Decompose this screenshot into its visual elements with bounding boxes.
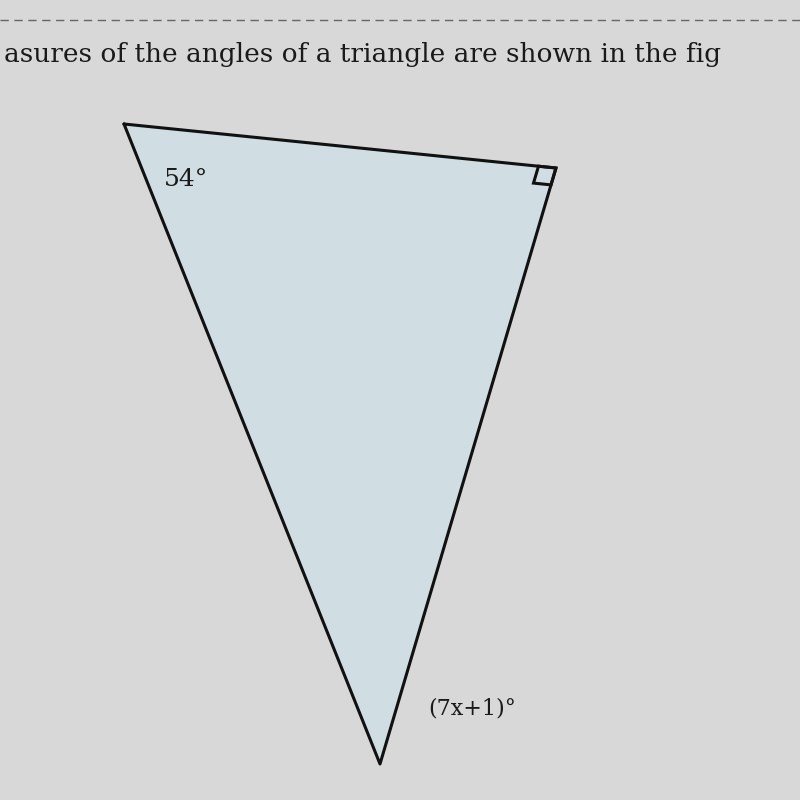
- Text: 54°: 54°: [164, 168, 208, 191]
- Text: (7x+1)°: (7x+1)°: [428, 697, 516, 719]
- Polygon shape: [124, 124, 556, 764]
- Text: asures of the angles of a triangle are shown in the fig: asures of the angles of a triangle are s…: [4, 42, 721, 66]
